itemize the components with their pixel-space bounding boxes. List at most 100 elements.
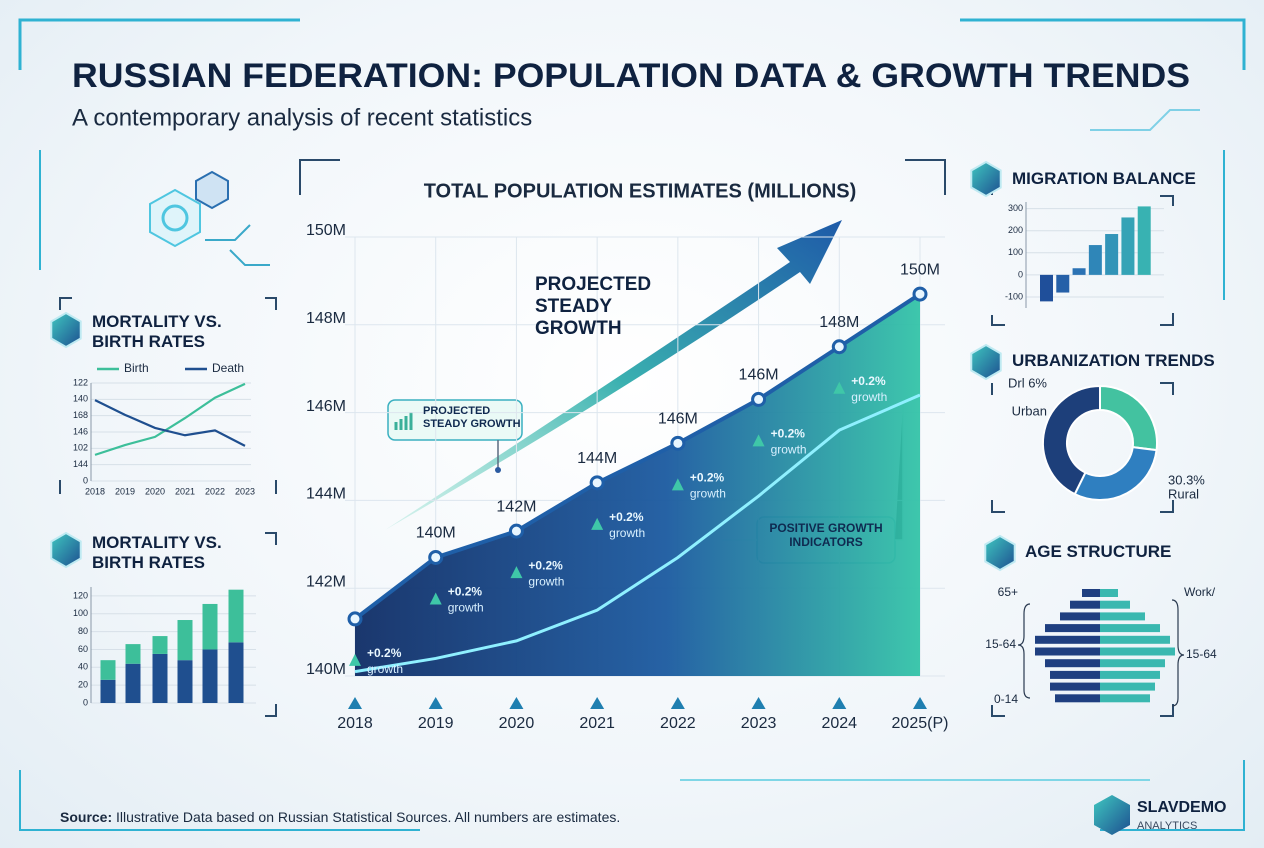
point-label: 140M (416, 525, 456, 542)
y-tick-label: -100 (1005, 291, 1023, 301)
pyramid-bar (1100, 682, 1155, 691)
panel-icon (50, 311, 82, 349)
annotation: POSITIVE GROWTH INDICATORS (769, 521, 883, 549)
pyramid-bar (1070, 600, 1100, 609)
bar (1137, 206, 1151, 275)
y-tick-label: 146 (73, 426, 88, 436)
source-note: Source: Illustrative Data based on Russi… (60, 809, 620, 825)
age-label: 15-64 (1186, 647, 1217, 661)
pyramid-bar (1100, 600, 1130, 609)
y-tick-label: 140 (73, 394, 88, 404)
panel-title: URBANIZATION TRENDS (1012, 351, 1215, 370)
point-label: 146M (739, 367, 779, 384)
growth-label: +0.2% (851, 374, 886, 388)
area (355, 294, 920, 676)
point (428, 549, 444, 565)
age-label: Work/ (1184, 585, 1216, 599)
brand-logo (1094, 795, 1130, 835)
growth-label: +0.2% (690, 471, 725, 485)
annotation: Drl 6% (1008, 375, 1047, 390)
annotation: PROJECTED STEADY GROWTH (423, 405, 521, 430)
y-tick-label: 168 (73, 410, 88, 420)
x-tick-marker (751, 697, 766, 709)
bar-segment (100, 660, 116, 680)
y-tick-label: 144M (306, 486, 346, 503)
y-tick-label: 40 (78, 662, 88, 672)
x-tick-label: 2018 (337, 715, 373, 732)
growth-icon (349, 653, 361, 666)
panel-title: MIGRATION BALANCE (1012, 169, 1196, 188)
bar-segment (125, 644, 141, 664)
bar-segment (152, 653, 168, 703)
y-tick-label: 150M (306, 222, 346, 239)
bar-segment (152, 636, 168, 654)
growth-icon (752, 434, 765, 447)
source-text: Illustrative Data based on Russian Stati… (116, 809, 620, 825)
pyramid-bar (1100, 589, 1118, 597)
y-tick-label: 102 (73, 443, 88, 453)
slice (1042, 384, 1101, 496)
x-tick-marker (832, 697, 847, 709)
growth-icon (671, 478, 684, 491)
pyramid-bar (1100, 694, 1150, 703)
bar (1088, 245, 1102, 275)
panel-title: MORTALITY VS. BIRTH RATES (92, 312, 222, 351)
x-tick-label: 2024 (821, 715, 857, 732)
slice (1099, 384, 1158, 452)
growth-icon (429, 592, 442, 605)
point-label: 150M (900, 261, 940, 278)
y-tick-label: 140M (306, 661, 346, 678)
x-tick-label: 2018 (85, 486, 105, 496)
growth-arrow (385, 220, 842, 530)
point (831, 339, 847, 355)
pyramid-bar (1050, 682, 1100, 691)
point (670, 435, 686, 451)
panel-title: MORTALITY VS. BIRTH RATES (92, 533, 222, 572)
growth-caption: growth (851, 390, 887, 404)
y-tick-label: 100 (1008, 247, 1023, 257)
value-label: 30.3% (1168, 472, 1205, 487)
x-tick-label: 2022 (660, 715, 696, 732)
pyramid-bar (1100, 670, 1160, 679)
x-tick-marker (428, 697, 443, 709)
pyramid-bar (1100, 647, 1175, 656)
pyramid-bar (1055, 694, 1100, 703)
bar (1056, 274, 1070, 293)
point-label: 146M (658, 411, 698, 428)
x-tick-label: 2025(P) (892, 715, 949, 732)
y-tick-label: 0 (1018, 269, 1023, 279)
x-tick-label: 2021 (175, 486, 195, 496)
point (508, 523, 524, 539)
pyramid-bar (1100, 635, 1170, 644)
growth-label: +0.2% (367, 646, 402, 660)
page-subtitle: A contemporary analysis of recent statis… (72, 104, 532, 131)
y-tick-label: 80 (78, 626, 88, 636)
pyramid-bar (1100, 612, 1145, 621)
callout-box (387, 399, 523, 441)
x-tick-label: 2020 (499, 715, 535, 732)
panel-icon (970, 160, 1002, 198)
bar-segment (202, 649, 218, 703)
brand-name: SLAVDEMO (1137, 799, 1226, 816)
slice-label: Rural (1168, 486, 1199, 501)
brace (1171, 599, 1185, 707)
x-tick-label: 2022 (205, 486, 225, 496)
hex-decoration (149, 109, 1200, 266)
source-label: Source: (60, 809, 112, 825)
line (94, 399, 246, 447)
growth-label: +0.2% (448, 585, 483, 599)
growth-icon (591, 517, 604, 530)
x-tick-marker (590, 697, 605, 709)
bar-segment (177, 660, 193, 703)
pyramid-bar (1100, 659, 1165, 668)
y-tick-label: 120 (73, 590, 88, 600)
point (347, 611, 363, 627)
y-tick-label: 122 (73, 377, 88, 387)
bar-segment (228, 642, 244, 703)
age-label: 0-14 (994, 692, 1018, 706)
y-tick-label: 142M (306, 573, 346, 590)
callout-icon (394, 412, 413, 430)
y-tick-label: 100 (73, 608, 88, 618)
